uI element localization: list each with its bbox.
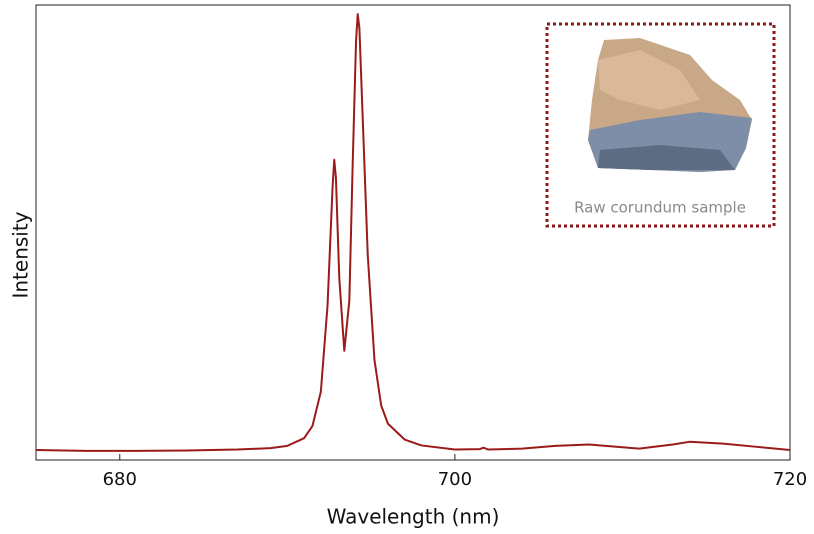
x-axis-label: Wavelength (nm) <box>327 505 500 529</box>
x-tick-label: 680 <box>103 469 137 490</box>
inset-caption: Raw corundum sample <box>574 199 746 217</box>
plot-frame <box>35 4 791 461</box>
y-axis-label: Intensity <box>9 211 33 298</box>
x-tick-label: 700 <box>438 469 472 490</box>
rock-shadow <box>598 145 735 170</box>
rock-highlight <box>598 50 700 110</box>
spectrum-line <box>35 13 791 452</box>
x-tick-label: 720 <box>773 469 807 490</box>
inset: Raw corundum sample <box>545 22 776 228</box>
